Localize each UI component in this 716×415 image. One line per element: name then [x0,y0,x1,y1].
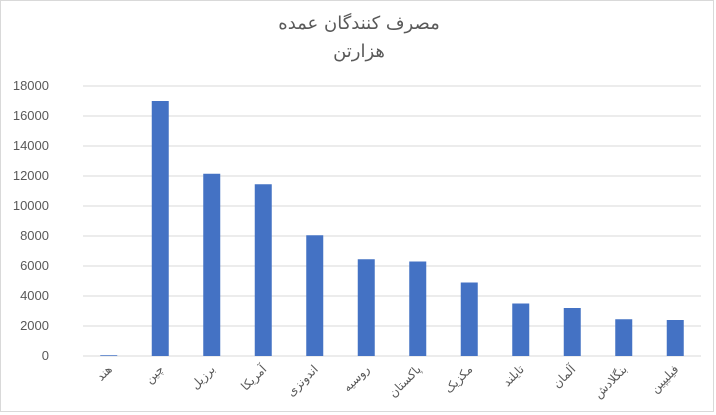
bar [357,259,375,356]
y-tick-label: 4000 [20,288,49,303]
x-category-label: پاکستان [386,362,424,400]
bar [306,235,324,356]
y-tick-label: 16000 [13,108,49,123]
x-category-label: چین [142,362,167,387]
x-category-label: هند [93,362,114,383]
y-tick-label: 2000 [20,318,49,333]
bar [563,308,581,356]
y-tick-label: 18000 [13,78,49,93]
bar [151,101,169,356]
x-category-label: آمریکا [238,361,271,394]
y-tick-label: 8000 [20,228,49,243]
y-tick-label: 12000 [13,168,49,183]
bar [100,355,118,356]
y-tick-label: 0 [42,348,49,363]
bar [203,173,221,356]
bar [512,303,530,356]
x-category-label: روسیه [340,362,373,395]
x-category-label: مکزیک [442,362,476,396]
bar [615,319,633,356]
y-tick-label: 10000 [13,198,49,213]
x-category-label: برزیل [188,362,219,393]
x-category-label: تایلند [500,362,527,389]
bar [409,261,427,356]
x-category-label: اندونزی [284,362,322,400]
y-tick-label: 6000 [20,258,49,273]
x-category-label: آلمان [549,361,579,391]
chart-title: مصرف کنندگان عمده [278,13,440,34]
x-category-label: فیلیپین [648,362,682,396]
x-category-label: بنگلادش [591,362,630,401]
bar [460,282,478,356]
bar [666,320,684,356]
bar [254,184,272,356]
y-tick-label: 14000 [13,138,49,153]
chart-subtitle: هزارتن [333,41,385,62]
